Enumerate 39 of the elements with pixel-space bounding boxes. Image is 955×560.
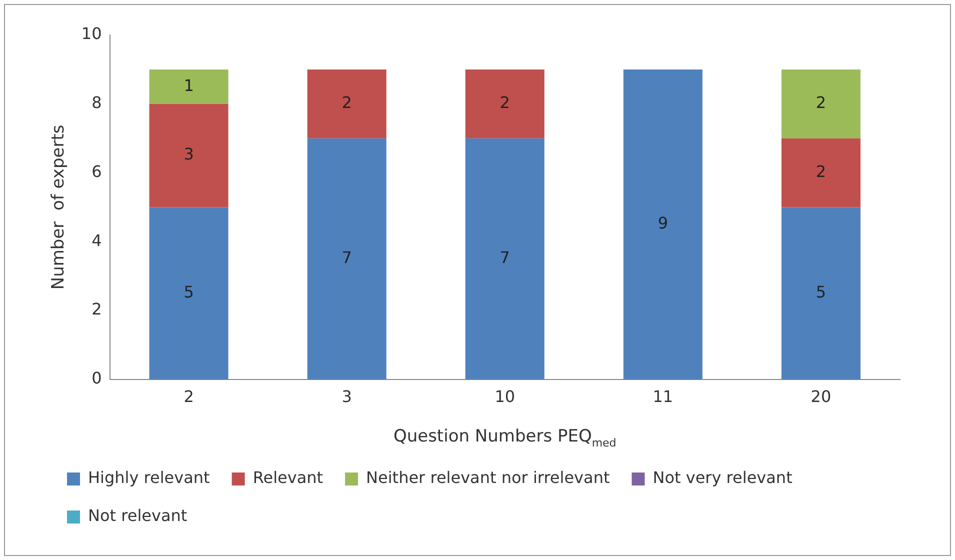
legend-label: Relevant xyxy=(252,468,324,488)
bar xyxy=(781,138,860,208)
bar xyxy=(465,138,544,380)
data-label: 7 xyxy=(500,248,510,268)
bar xyxy=(781,69,860,138)
data-label: 2 xyxy=(816,93,826,112)
data-label: 7 xyxy=(342,248,352,268)
legend-label: Neither relevant nor irrelevant xyxy=(366,468,610,488)
bar xyxy=(623,69,702,380)
x-tick-label: 3 xyxy=(342,387,352,406)
y-tick-label: 8 xyxy=(92,93,102,112)
bar xyxy=(307,138,386,380)
bar xyxy=(465,69,544,138)
data-label: 2 xyxy=(500,93,510,112)
y-tick-label: 0 xyxy=(92,368,102,388)
legend-label: Highly relevant xyxy=(88,468,210,488)
x-tick-label: 10 xyxy=(494,387,516,406)
data-label: 1 xyxy=(184,76,194,95)
data-label: 2 xyxy=(816,162,826,181)
bar xyxy=(149,207,228,380)
y-tick-label: 2 xyxy=(92,300,102,319)
data-label: 5 xyxy=(816,282,826,302)
x-tick-label: 11 xyxy=(652,387,674,406)
bar xyxy=(781,207,860,380)
data-label: 2 xyxy=(342,93,352,112)
x-tick-label: 20 xyxy=(810,387,832,406)
data-label: 3 xyxy=(184,144,194,164)
y-axis-title: Number of experts xyxy=(48,124,69,290)
y-tick-label: 6 xyxy=(92,162,102,181)
y-tick-label: 10 xyxy=(81,24,102,44)
legend-label: Not very relevant xyxy=(652,468,792,488)
bar xyxy=(149,104,228,208)
bar xyxy=(149,69,228,104)
x-tick-label: 2 xyxy=(184,387,194,406)
data-label: 9 xyxy=(658,214,668,233)
legend-label: Not relevant xyxy=(88,506,188,526)
data-label: 5 xyxy=(184,282,194,302)
y-tick-label: 4 xyxy=(92,230,102,250)
bar xyxy=(307,69,386,138)
